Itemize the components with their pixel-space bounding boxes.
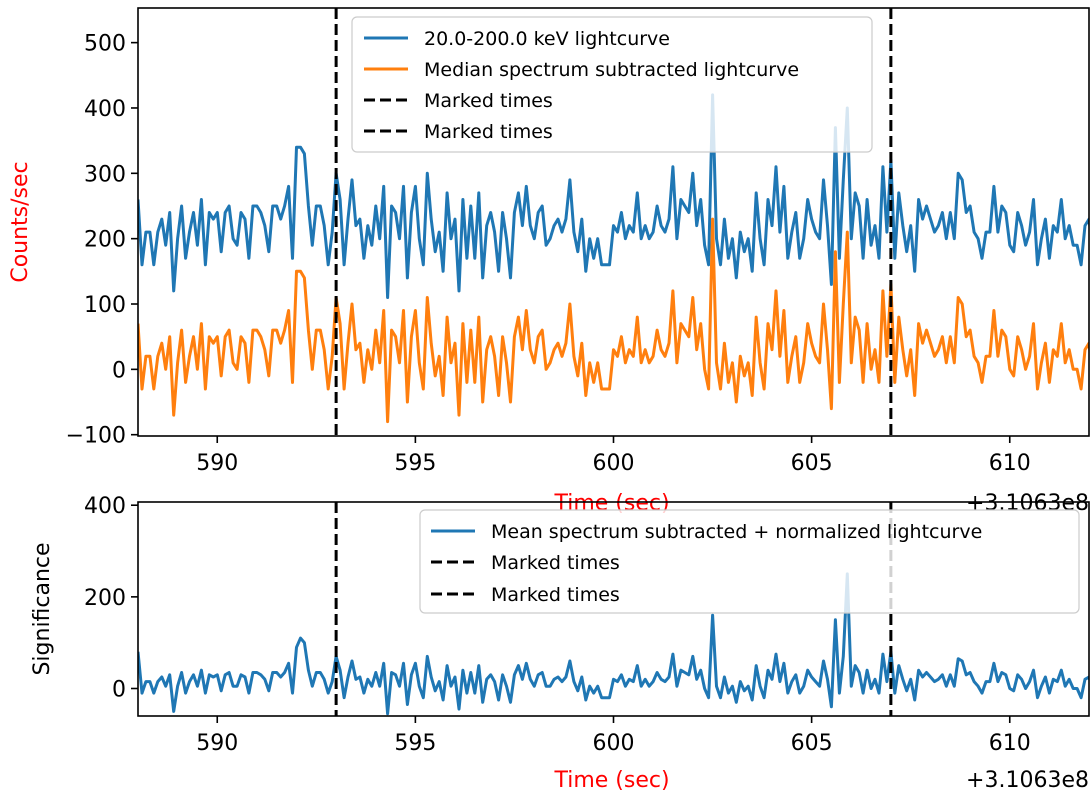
bottom-y-tick-label: 200 <box>84 586 126 611</box>
top-series-layer <box>138 93 1089 424</box>
bottom-legend-label-1: Mean spectrum subtracted + normalized li… <box>491 521 982 543</box>
top-y-axis-label: Counts/sec <box>8 161 33 282</box>
bottom-y-tick-label: 0 <box>112 678 126 703</box>
top-series-line-2 <box>138 217 1089 424</box>
bottom-series-layer <box>138 572 1089 716</box>
bottom-panel: 590 595 600 605 610 0 200 400 Time (sec) +3.10… <box>30 494 1090 793</box>
top-legend-label-3: Marked times <box>424 90 553 112</box>
bottom-x-tick-label: 595 <box>394 731 436 756</box>
top-x-tick-label: 610 <box>989 451 1031 476</box>
top-legend: 20.0-200.0 keV lightcurve Median spectru… <box>351 16 873 153</box>
bottom-x-tick-label: 605 <box>791 731 833 756</box>
top-y-tick-label: 400 <box>84 97 126 122</box>
bottom-x-axis-label: Time (sec) <box>553 768 669 793</box>
top-y-tick-label: 200 <box>84 228 126 253</box>
top-legend-label-4: Marked times <box>424 121 553 143</box>
bottom-x-ticks: 590 595 600 605 610 <box>196 716 1031 756</box>
top-y-tick-label: 300 <box>84 162 126 187</box>
bottom-series-line-1 <box>138 572 1089 716</box>
top-x-tick-label: 595 <box>394 451 436 476</box>
bottom-x-tick-label: 600 <box>593 731 635 756</box>
bottom-legend-box <box>419 509 1080 614</box>
top-legend-label-1: 20.0-200.0 keV lightcurve <box>424 28 670 50</box>
top-y-ticks: −100 0 100 200 300 400 500 <box>66 32 138 449</box>
top-x-tick-label: 605 <box>791 451 833 476</box>
bottom-y-tick-label: 400 <box>84 494 126 519</box>
top-x-tick-label: 590 <box>196 451 238 476</box>
top-series-line-1 <box>138 93 1089 299</box>
bottom-legend-label-3: Marked times <box>491 584 620 606</box>
top-x-tick-label: 600 <box>593 451 635 476</box>
bottom-legend-label-2: Marked times <box>491 552 620 574</box>
bottom-legend: Mean spectrum subtracted + normalized li… <box>419 509 1080 614</box>
top-legend-label-2: Median spectrum subtracted lightcurve <box>424 59 799 81</box>
bottom-x-tick-label: 610 <box>989 731 1031 756</box>
top-y-tick-label: −100 <box>66 424 126 449</box>
top-x-ticks: 590 595 600 605 610 <box>196 436 1031 476</box>
top-y-tick-label: 100 <box>84 293 126 318</box>
top-legend-box <box>351 16 873 153</box>
bottom-x-offset-label: +3.1063e8 <box>966 768 1089 793</box>
top-marked-times <box>334 8 893 436</box>
bottom-y-axis-label: Significance <box>30 542 55 675</box>
top-y-tick-label: 0 <box>112 358 126 383</box>
top-y-tick-label: 500 <box>84 32 126 57</box>
bottom-x-tick-label: 590 <box>196 731 238 756</box>
bottom-y-ticks: 0 200 400 <box>84 494 138 703</box>
